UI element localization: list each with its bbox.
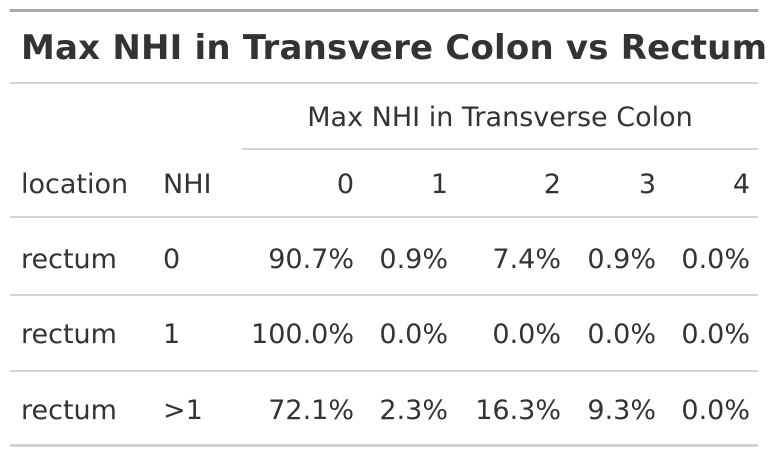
row-divider: [10, 370, 758, 372]
column-header-3: 3: [638, 169, 656, 200]
table-top-border: [10, 9, 758, 12]
table-cell-nhi: 0: [163, 244, 181, 275]
table-title: Max NHI in Transvere Colon vs Rectum: [21, 28, 768, 68]
column-header-1: 1: [430, 169, 448, 200]
table-cell-value: 0.9%: [587, 244, 656, 275]
table-cell-value: 0.0%: [681, 319, 750, 350]
table-cell-value: 16.3%: [475, 395, 561, 426]
table-cell-location: rectum: [21, 319, 117, 350]
table-cell-value: 100.0%: [251, 319, 354, 350]
table-cell-value: 0.0%: [681, 395, 750, 426]
table-cell-value: 2.3%: [379, 395, 448, 426]
table-bottom-border: [10, 444, 758, 447]
column-header-0: 0: [336, 169, 354, 200]
table-cell-value: 0.0%: [379, 319, 448, 350]
column-spanner-rule: [242, 148, 758, 150]
table-cell-value: 9.3%: [587, 395, 656, 426]
table-cell-value: 0.0%: [492, 319, 561, 350]
header-divider: [10, 216, 758, 218]
table-cell-value: 72.1%: [268, 395, 354, 426]
column-header-nhi: NHI: [163, 169, 212, 200]
column-spanner-label: Max NHI in Transverse Colon: [307, 102, 693, 133]
column-header-2: 2: [543, 169, 561, 200]
row-divider: [10, 294, 758, 296]
table-cell-location: rectum: [21, 395, 117, 426]
table-cell-value: 7.4%: [492, 244, 561, 275]
column-header-location: location: [21, 169, 129, 200]
table-cell-nhi: >1: [163, 395, 203, 426]
table-cell-value: 0.0%: [587, 319, 656, 350]
table-cell-value: 90.7%: [268, 244, 354, 275]
table-cell-value: 0.9%: [379, 244, 448, 275]
table-cell-nhi: 1: [163, 319, 181, 350]
title-divider: [10, 82, 758, 84]
column-header-4: 4: [732, 169, 750, 200]
table-cell-value: 0.0%: [681, 244, 750, 275]
table-cell-location: rectum: [21, 244, 117, 275]
